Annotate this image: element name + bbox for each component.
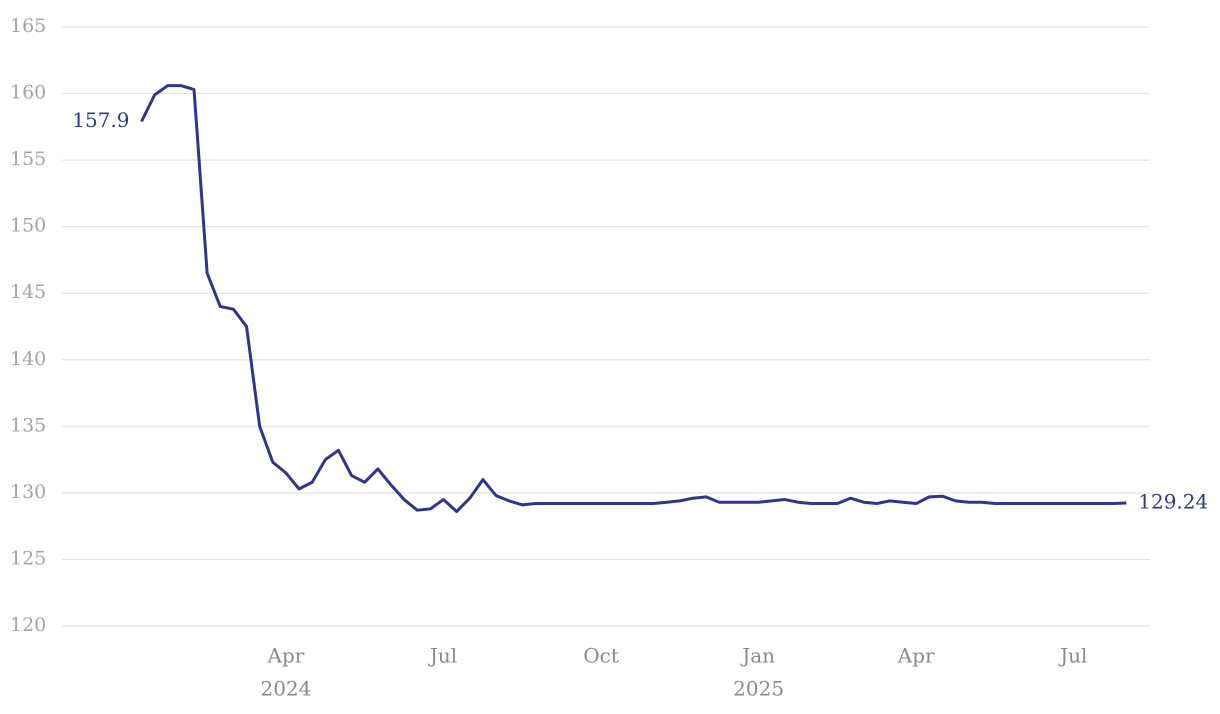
- x-tick-label: Oct: [583, 644, 619, 668]
- x-tick-label: Jan: [740, 644, 775, 668]
- x-tick-label: Jul: [428, 644, 457, 668]
- x-tick-label: Apr: [897, 644, 935, 668]
- y-tick-label: 135: [10, 414, 46, 436]
- end-label: 129.24: [1138, 490, 1208, 514]
- x-tick-label: Jul: [1058, 644, 1087, 668]
- x-tick-label: Apr: [267, 644, 305, 668]
- y-tick-label: 120: [10, 614, 46, 636]
- y-tick-label: 145: [10, 281, 46, 303]
- y-tick-label: 165: [10, 15, 46, 37]
- y-tick-label: 155: [10, 148, 46, 170]
- line: [140, 84, 1127, 514]
- y-tick-label: 125: [10, 547, 46, 569]
- y-tick-label: 160: [10, 82, 46, 104]
- y-tick-label: 130: [10, 481, 46, 503]
- y-tick-label: 140: [10, 348, 46, 370]
- end-label: 157.9: [72, 108, 129, 132]
- x-tick-label: 2025: [733, 677, 784, 701]
- x-tick-label: 2024: [260, 677, 311, 701]
- y-tick-label: 150: [10, 215, 46, 237]
